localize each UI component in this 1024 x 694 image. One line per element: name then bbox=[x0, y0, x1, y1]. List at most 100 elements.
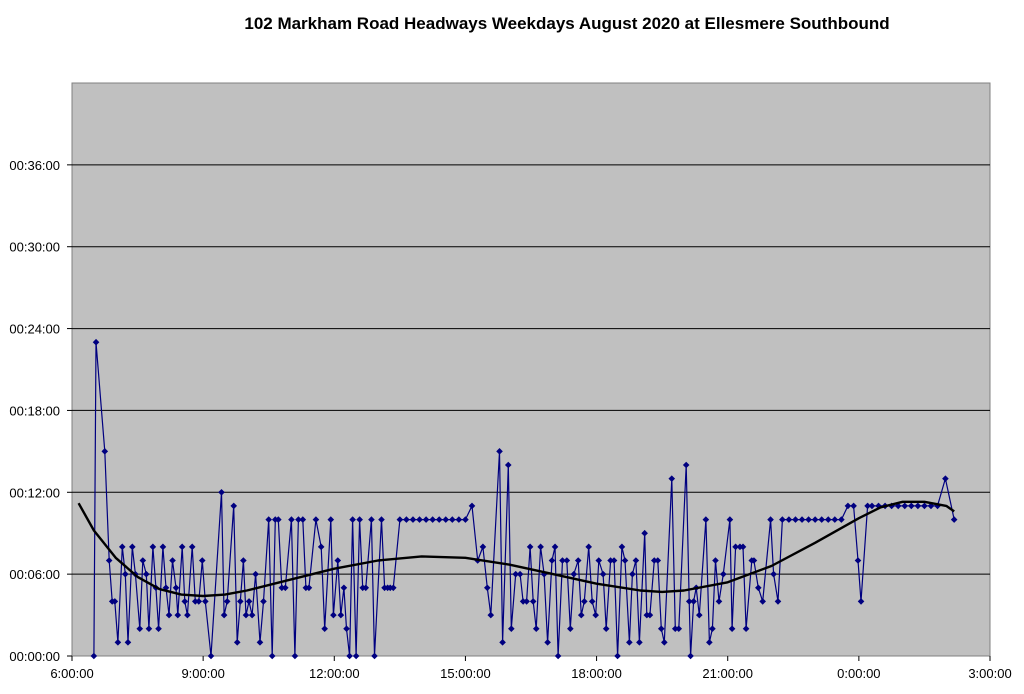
data-point bbox=[650, 557, 658, 564]
data-point bbox=[636, 639, 643, 646]
data-point bbox=[343, 625, 350, 633]
data-point bbox=[774, 598, 782, 605]
data-point bbox=[312, 516, 320, 523]
data-point bbox=[371, 652, 378, 660]
data-point bbox=[409, 516, 417, 523]
data-point bbox=[122, 570, 129, 578]
data-point bbox=[136, 625, 144, 633]
data-point bbox=[610, 557, 618, 564]
y-tick-label: 00:06:00 bbox=[9, 567, 60, 582]
data-point bbox=[838, 516, 845, 523]
data-point bbox=[198, 557, 206, 564]
data-point bbox=[595, 557, 603, 564]
data-point bbox=[592, 611, 599, 619]
data-point bbox=[726, 516, 734, 523]
data-point bbox=[696, 611, 703, 619]
data-point bbox=[742, 625, 750, 633]
data-point bbox=[233, 639, 241, 646]
data-point bbox=[504, 461, 512, 469]
data-point bbox=[240, 557, 247, 564]
x-tick-label: 15:00:00 bbox=[440, 666, 491, 681]
data-point bbox=[118, 543, 126, 551]
data-point bbox=[159, 543, 167, 551]
y-axis: 00:00:00 00:06:00 00:12:00 00:18:00 00:24:00… bbox=[9, 158, 72, 664]
data-point bbox=[129, 543, 136, 551]
data-point bbox=[139, 557, 147, 564]
data-point bbox=[248, 611, 256, 619]
data-point bbox=[114, 639, 122, 646]
data-point bbox=[646, 611, 654, 619]
data-point bbox=[188, 543, 196, 551]
data-point bbox=[641, 529, 648, 537]
data-point bbox=[901, 502, 909, 510]
data-point bbox=[712, 557, 719, 564]
data-point bbox=[551, 543, 559, 551]
data-point bbox=[352, 652, 360, 660]
data-point bbox=[785, 516, 793, 523]
data-point bbox=[282, 584, 289, 592]
data-point bbox=[252, 570, 259, 578]
data-point bbox=[709, 625, 716, 633]
data-point bbox=[268, 652, 276, 660]
data-point bbox=[237, 598, 244, 605]
data-point bbox=[519, 598, 527, 605]
data-point bbox=[487, 611, 495, 619]
data-point bbox=[532, 625, 540, 633]
y-tick-label: 00:36:00 bbox=[9, 158, 60, 173]
data-point bbox=[172, 584, 180, 592]
data-point bbox=[483, 584, 491, 592]
data-point bbox=[657, 625, 665, 633]
data-point bbox=[145, 625, 153, 633]
data-point bbox=[340, 584, 348, 592]
data-point bbox=[720, 570, 727, 578]
data-point bbox=[349, 516, 356, 523]
data-point bbox=[682, 461, 690, 469]
data-point bbox=[390, 584, 397, 592]
data-point bbox=[155, 625, 162, 633]
data-point bbox=[629, 570, 636, 578]
data-point bbox=[526, 543, 534, 551]
data-point bbox=[111, 598, 119, 605]
data-point bbox=[396, 516, 404, 523]
data-point bbox=[602, 625, 610, 633]
data-point bbox=[512, 570, 519, 578]
data-point bbox=[599, 570, 607, 578]
x-tick-label: 3:00:00 bbox=[968, 666, 1011, 681]
data-point bbox=[416, 516, 423, 523]
data-point bbox=[523, 598, 530, 605]
x-tick-label: 21:00:00 bbox=[702, 666, 753, 681]
data-point bbox=[403, 516, 410, 523]
data-point bbox=[422, 516, 430, 523]
data-point bbox=[950, 516, 958, 523]
data-point bbox=[864, 502, 871, 510]
data-point bbox=[750, 557, 758, 564]
data-point bbox=[715, 598, 723, 605]
data-point bbox=[265, 516, 273, 523]
data-point bbox=[554, 652, 562, 660]
y-tick-label: 00:24:00 bbox=[9, 322, 60, 337]
x-tick-label: 9:00:00 bbox=[181, 666, 224, 681]
data-point bbox=[581, 598, 588, 605]
data-point bbox=[455, 516, 463, 523]
data-point bbox=[181, 598, 189, 605]
data-point bbox=[857, 598, 865, 605]
data-point bbox=[755, 584, 762, 592]
data-point bbox=[165, 611, 173, 619]
data-point bbox=[934, 502, 941, 510]
data-point bbox=[442, 516, 450, 523]
data-point bbox=[921, 502, 928, 510]
data-point bbox=[927, 502, 935, 510]
data-point bbox=[779, 516, 786, 523]
data-point bbox=[798, 516, 806, 523]
data-point bbox=[818, 516, 825, 523]
data-point bbox=[362, 584, 370, 592]
data-point bbox=[230, 502, 238, 510]
data-point bbox=[559, 557, 566, 564]
data-point bbox=[368, 516, 375, 523]
data-point bbox=[479, 543, 487, 551]
data-point bbox=[143, 570, 150, 578]
data-point bbox=[90, 652, 98, 660]
data-point bbox=[516, 570, 524, 578]
data-point bbox=[260, 598, 267, 605]
data-point bbox=[178, 543, 186, 551]
